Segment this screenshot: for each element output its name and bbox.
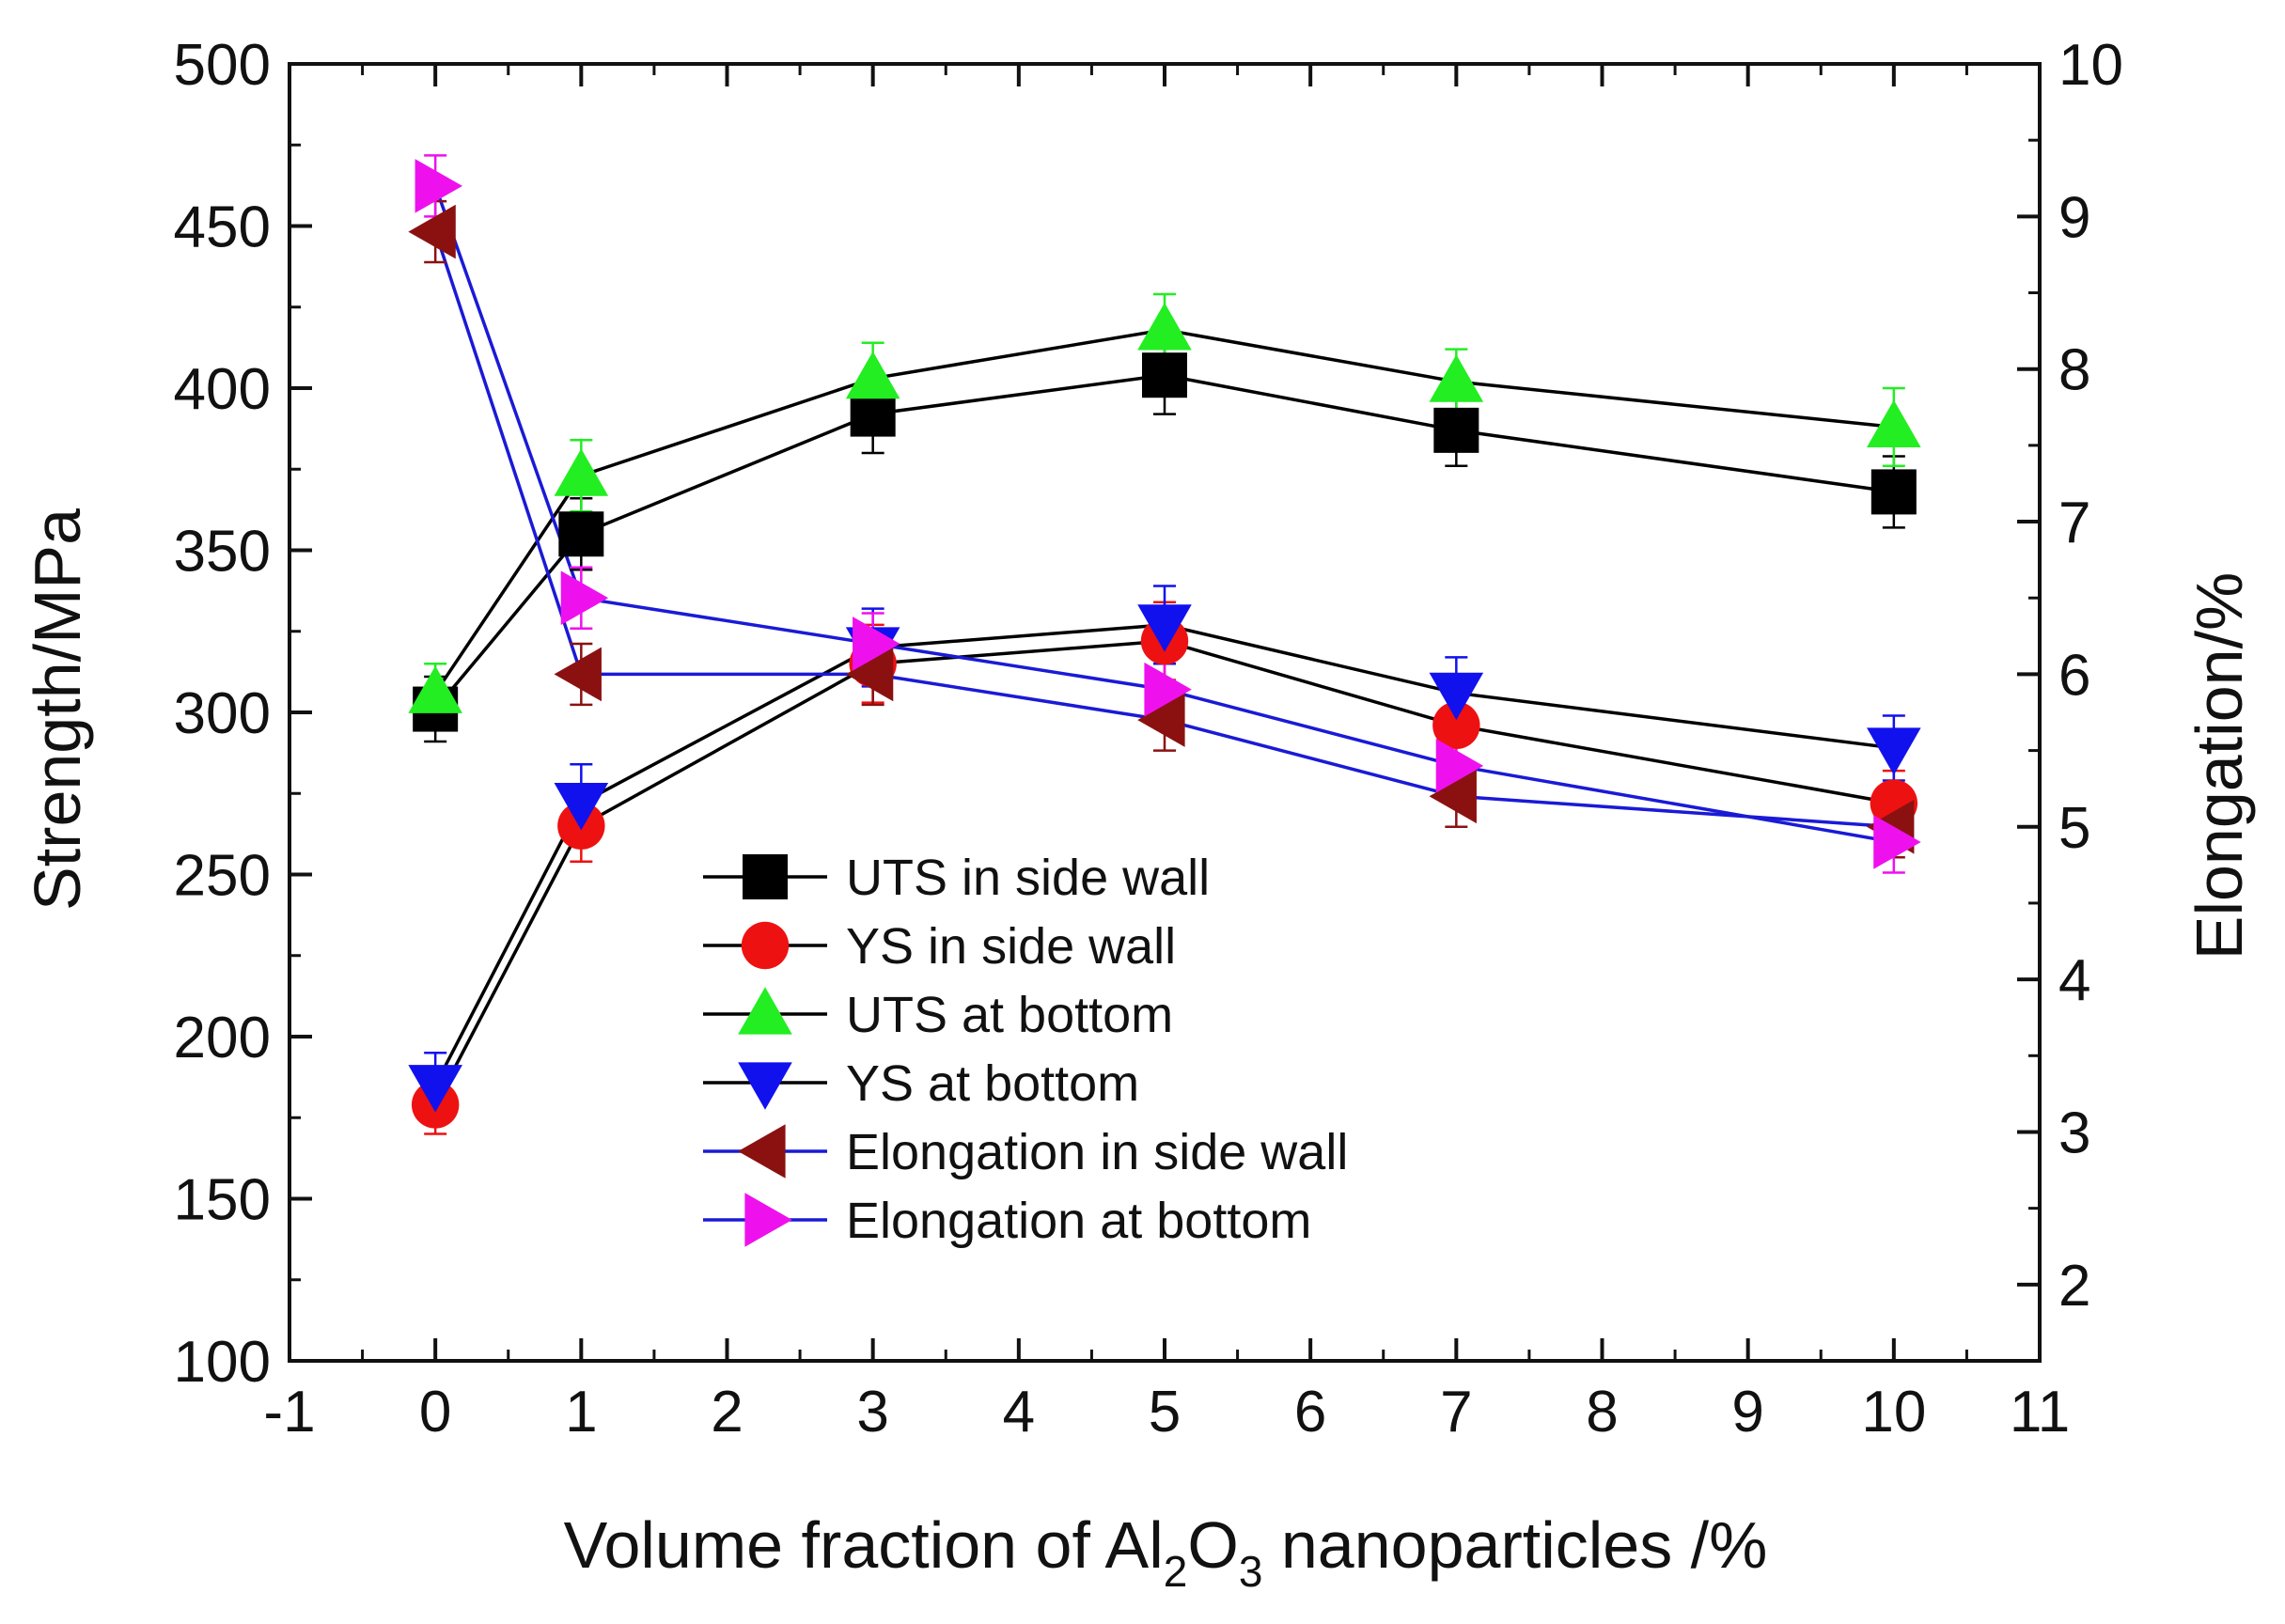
y2-tick-label: 6 xyxy=(2058,643,2090,708)
legend: UTS in side wall YS in side wall UTS at bo… xyxy=(703,850,1348,1249)
data-point xyxy=(554,448,609,496)
legend-marker xyxy=(738,1062,792,1110)
data-point xyxy=(1432,701,1480,749)
legend-marker xyxy=(741,921,790,970)
data-point xyxy=(1429,354,1484,402)
y-tick-label: 400 xyxy=(174,357,271,422)
series-line xyxy=(433,185,1895,844)
y2-tick-label: 7 xyxy=(2058,491,2090,555)
x-tick-label: 5 xyxy=(1149,1380,1181,1444)
data-point xyxy=(1137,604,1192,652)
legend-label: UTS in side wall xyxy=(846,850,1210,906)
data-point xyxy=(1435,739,1484,793)
data-point xyxy=(845,351,900,399)
data-point xyxy=(1867,399,1921,447)
series-line xyxy=(433,623,1895,1086)
x-tick-label: 10 xyxy=(1861,1380,1926,1444)
data-point xyxy=(850,391,896,437)
data-point xyxy=(1144,662,1192,717)
data-point xyxy=(1870,469,1917,515)
x-axis-title-subscript: 3 xyxy=(1239,1547,1263,1596)
series-line xyxy=(433,639,1895,1106)
data-point xyxy=(415,159,462,213)
x-tick-label: 2 xyxy=(711,1380,743,1444)
series-line xyxy=(433,373,1895,710)
data-point xyxy=(853,617,900,671)
series-line xyxy=(433,328,1895,695)
x-axis-title: Volume fraction of Al2O3 nanoparticles /… xyxy=(564,1508,1768,1596)
data-point xyxy=(1873,815,1921,869)
y-tick-label: 100 xyxy=(174,1330,271,1395)
data-point xyxy=(408,204,456,259)
y-tick-label: 150 xyxy=(174,1168,271,1233)
x-axis-title-part: Volume fraction of Al xyxy=(564,1508,1164,1582)
data-point xyxy=(560,570,609,626)
y-tick-label: 300 xyxy=(174,681,271,746)
y2-tick-label: 3 xyxy=(2058,1101,2090,1165)
y2-tick-label: 5 xyxy=(2058,796,2090,861)
legend-label: YS in side wall xyxy=(846,918,1176,975)
legend-label: YS at bottom xyxy=(846,1055,1139,1112)
data-point xyxy=(1867,727,1921,775)
data-point xyxy=(558,511,604,557)
y-tick-label: 350 xyxy=(174,520,271,585)
data-point xyxy=(1433,407,1479,453)
y2-tick-label: 2 xyxy=(2058,1254,2090,1319)
x-tick-label: 9 xyxy=(1731,1380,1763,1444)
y2-tick-label: 9 xyxy=(2058,185,2090,250)
legend-marker xyxy=(738,1124,786,1179)
data-point xyxy=(1429,769,1477,824)
legend-label: Elongation at bottom xyxy=(846,1193,1311,1249)
y2-tick-label: 4 xyxy=(2058,948,2090,1013)
data-point xyxy=(1137,693,1185,747)
x-tick-label: 3 xyxy=(856,1380,888,1444)
x-tick-label: 8 xyxy=(1586,1380,1618,1444)
legend-marker xyxy=(744,1193,792,1247)
legend-marker xyxy=(743,854,788,899)
series-group xyxy=(408,154,1921,1135)
data-point xyxy=(845,647,894,702)
y2-tick-label: 8 xyxy=(2058,338,2090,403)
legend-marker xyxy=(738,987,792,1035)
data-point xyxy=(1137,303,1192,351)
data-point xyxy=(1429,672,1484,721)
y2-axis-title: Elongation/% xyxy=(2183,572,2256,960)
y2-tick-label: 10 xyxy=(2058,33,2123,98)
x-axis-title-part: nanoparticles /% xyxy=(1262,1508,1767,1582)
x-tick-label: 11 xyxy=(2010,1380,2070,1444)
data-point xyxy=(408,1065,462,1113)
series-line xyxy=(433,231,1894,829)
legend-label: Elongation in side wall xyxy=(846,1124,1348,1180)
x-tick-label: 4 xyxy=(1003,1380,1035,1444)
y-tick-label: 200 xyxy=(174,1006,271,1070)
ticks-group: -1 0 1 2 3 4 5 6 7 8 9 10 11100150200250300350400450… xyxy=(174,33,2123,1444)
x-axis-title-subscript: 2 xyxy=(1164,1547,1188,1596)
x-tick-label: 0 xyxy=(419,1380,451,1444)
legend-label: UTS at bottom xyxy=(846,987,1173,1043)
x-tick-label: 6 xyxy=(1294,1380,1326,1444)
data-point xyxy=(1142,352,1187,398)
x-tick-label: 1 xyxy=(565,1380,597,1444)
data-point xyxy=(554,783,609,831)
y-tick-label: 450 xyxy=(174,195,271,260)
data-point xyxy=(408,665,462,713)
data-point xyxy=(554,647,602,702)
y-axis-title: Strength/MPa xyxy=(21,508,94,911)
y-tick-label: 250 xyxy=(174,844,271,909)
x-tick-label: -1 xyxy=(263,1380,315,1444)
x-tick-label: 7 xyxy=(1440,1380,1472,1444)
x-axis-title-part: O xyxy=(1187,1508,1238,1582)
y-tick-label: 500 xyxy=(174,33,271,98)
